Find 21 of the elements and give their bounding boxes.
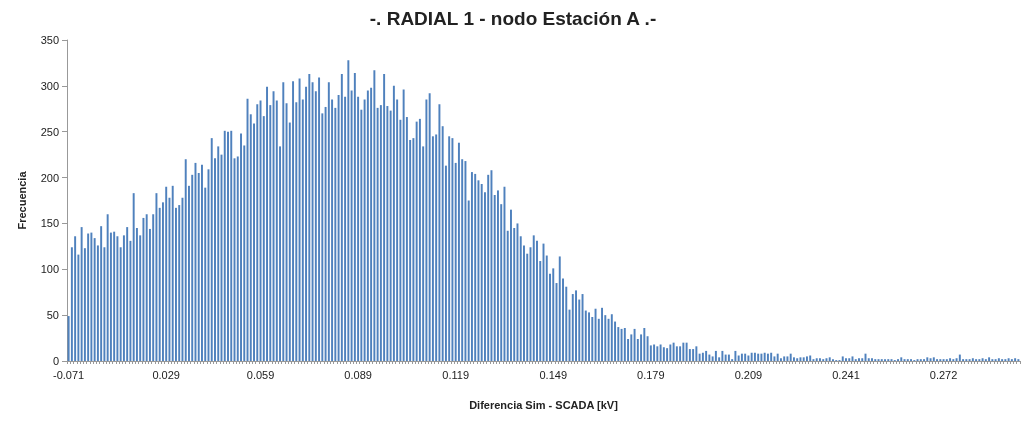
y-tick-label: 300: [40, 79, 59, 92]
chart-title: -. RADIAL 1 - nodo Estación A .-: [369, 8, 657, 29]
y-tick-label: 200: [40, 171, 59, 184]
y-tick-label: 150: [40, 217, 59, 230]
y-tick-label: 350: [40, 34, 59, 46]
x-tick-label: 0.149: [539, 368, 568, 381]
y-tick-label: 50: [46, 309, 59, 322]
y-tick-label: 0: [52, 355, 59, 367]
x-tick-label: 0.119: [442, 368, 470, 381]
x-tick-label: 0.241: [832, 368, 860, 381]
x-tick-label: 0.179: [637, 368, 665, 381]
x-tick-label: 0.272: [929, 368, 958, 381]
x-tick-label: -0.071: [53, 368, 85, 381]
x-tick-label: 0.209: [734, 368, 763, 381]
y-tick-label: 250: [40, 125, 59, 138]
x-axis-title: Diferencia Sim - SCADA [kV]: [469, 398, 619, 411]
x-tick-label: 0.089: [344, 368, 372, 381]
x-tick-label: 0.059: [246, 368, 275, 381]
y-axis-title: Frecuencia: [15, 170, 28, 230]
y-tick-label: 100: [40, 263, 59, 276]
x-tick-label: 0.029: [152, 368, 180, 381]
